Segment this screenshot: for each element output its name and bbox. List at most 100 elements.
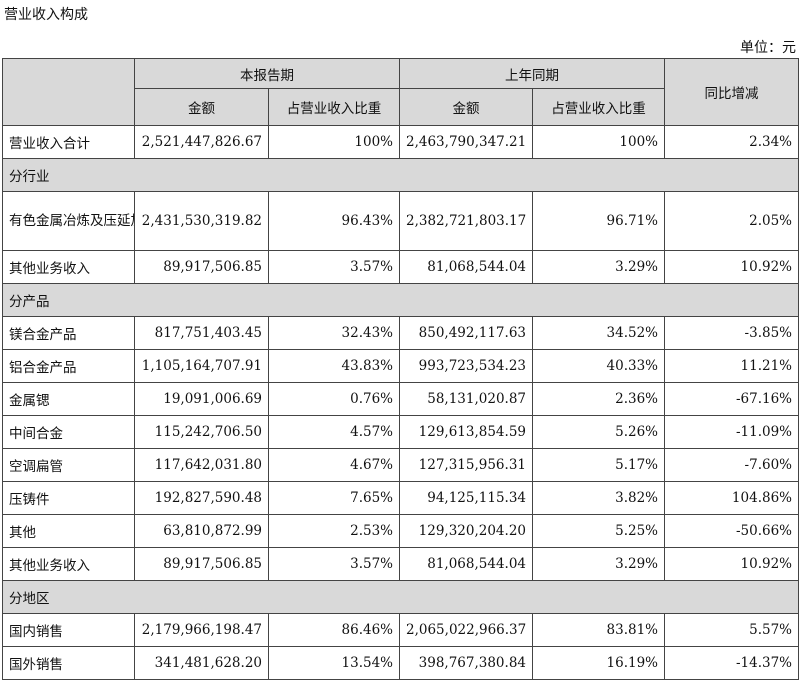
table-row: 空调扁管 117,642,031.80 4.67% 127,315,956.31… — [2, 448, 799, 482]
row-label: 镁合金产品 — [2, 316, 135, 350]
header-prior-period: 上年同期 — [399, 58, 665, 89]
prior-share: 40.33% — [532, 349, 665, 383]
row-label: 其他业务收入 — [2, 250, 135, 284]
header-prior-share: 占营业收入比重 — [532, 88, 665, 126]
prior-amount: 58,131,020.87 — [399, 382, 533, 416]
prior-share: 3.29% — [532, 250, 665, 284]
yoy-change: 2.34% — [664, 125, 799, 159]
prior-amount: 398,767,380.84 — [399, 646, 533, 680]
row-label: 压铸件 — [2, 481, 135, 515]
row-label: 空调扁管 — [2, 448, 135, 482]
yoy-change: 11.21% — [664, 349, 799, 383]
yoy-change: 104.86% — [664, 481, 799, 515]
table-row: 其他业务收入 89,917,506.85 3.57% 81,068,544.04… — [2, 547, 799, 581]
header-row-sub: 金额 占营业收入比重 金额 占营业收入比重 — [3, 88, 799, 126]
prior-amount: 94,125,115.34 — [399, 481, 533, 515]
current-share: 3.57% — [268, 250, 400, 284]
yoy-change: 10.92% — [664, 250, 799, 284]
prior-share: 83.81% — [532, 613, 665, 647]
current-share: 4.57% — [268, 415, 400, 449]
unit-label: 单位：元 — [740, 40, 796, 56]
current-share: 100% — [268, 125, 400, 159]
current-amount: 341,481,628.20 — [134, 646, 269, 680]
yoy-change: -3.85% — [664, 316, 799, 350]
yoy-change: 2.05% — [664, 191, 799, 251]
prior-amount: 2,382,721,803.17 — [399, 191, 533, 251]
table-row: 国外销售 341,481,628.20 13.54% 398,767,380.8… — [2, 646, 799, 680]
document-title: 营业收入构成 — [4, 7, 88, 23]
current-share: 3.57% — [268, 547, 400, 581]
yoy-change: 10.92% — [664, 547, 799, 581]
prior-share: 16.19% — [532, 646, 665, 680]
current-amount: 89,917,506.85 — [134, 547, 269, 581]
current-amount: 1,105,164,707.91 — [134, 349, 269, 383]
current-amount: 117,642,031.80 — [134, 448, 269, 482]
header-prior-amount: 金额 — [399, 88, 533, 126]
yoy-change: -67.16% — [664, 382, 799, 416]
total-row: 营业收入合计 2,521,447,826.67 100% 2,463,790,3… — [2, 125, 799, 159]
table-row: 压铸件 192,827,590.48 7.65% 94,125,115.34 3… — [2, 481, 799, 515]
prior-share: 96.71% — [532, 191, 665, 251]
prior-amount: 129,613,854.59 — [399, 415, 533, 449]
prior-amount: 2,463,790,347.21 — [399, 125, 533, 159]
yoy-change: -14.37% — [664, 646, 799, 680]
prior-amount: 2,065,022,966.37 — [399, 613, 533, 647]
current-share: 32.43% — [268, 316, 400, 350]
section-title: 分地区 — [2, 580, 799, 614]
current-amount: 19,091,006.69 — [134, 382, 269, 416]
table-row: 铝合金产品 1,105,164,707.91 43.83% 993,723,53… — [2, 349, 799, 383]
row-label: 金属锶 — [2, 382, 135, 416]
current-share: 7.65% — [268, 481, 400, 515]
prior-share: 34.52% — [532, 316, 665, 350]
current-amount: 115,242,706.50 — [134, 415, 269, 449]
prior-share: 3.29% — [532, 547, 665, 581]
prior-share: 2.36% — [532, 382, 665, 416]
current-amount: 817,751,403.45 — [134, 316, 269, 350]
prior-share: 3.82% — [532, 481, 665, 515]
row-label: 国内销售 — [2, 613, 135, 647]
row-label: 其他业务收入 — [2, 547, 135, 581]
prior-share: 5.26% — [532, 415, 665, 449]
section-row-region: 分地区 — [2, 580, 799, 614]
current-share: 4.67% — [268, 448, 400, 482]
current-amount: 2,179,966,198.47 — [134, 613, 269, 647]
yoy-change: -7.60% — [664, 448, 799, 482]
table-row: 金属锶 19,091,006.69 0.76% 58,131,020.87 2.… — [2, 382, 799, 416]
yoy-change: -50.66% — [664, 514, 799, 548]
header-row-top: 本报告期 上年同期 同比增减 — [2, 58, 799, 126]
header-current-amount: 金额 — [134, 88, 269, 126]
current-share: 0.76% — [268, 382, 400, 416]
prior-share: 100% — [532, 125, 665, 159]
yoy-change: -11.09% — [664, 415, 799, 449]
current-share: 13.54% — [268, 646, 400, 680]
header-blank-cell — [2, 58, 135, 126]
table-row: 中间合金 115,242,706.50 4.57% 129,613,854.59… — [2, 415, 799, 449]
prior-amount: 993,723,534.23 — [399, 349, 533, 383]
prior-share: 5.17% — [532, 448, 665, 482]
section-title: 分产品 — [2, 283, 799, 317]
row-label: 其他 — [2, 514, 135, 548]
row-label: 有色金属冶炼及压延加工 — [2, 191, 135, 251]
current-amount: 192,827,590.48 — [134, 481, 269, 515]
table-row: 有色金属冶炼及压延加工 2,431,530,319.82 96.43% 2,38… — [2, 191, 799, 251]
current-amount: 2,431,530,319.82 — [134, 191, 269, 251]
header-current-share: 占营业收入比重 — [268, 88, 400, 126]
prior-amount: 129,320,204.20 — [399, 514, 533, 548]
row-label: 中间合金 — [2, 415, 135, 449]
table-row: 其他业务收入 89,917,506.85 3.57% 81,068,544.04… — [2, 250, 799, 284]
prior-amount: 81,068,544.04 — [399, 250, 533, 284]
row-label: 营业收入合计 — [2, 125, 135, 159]
yoy-change: 5.57% — [664, 613, 799, 647]
section-row-industry: 分行业 — [2, 158, 799, 192]
row-label: 国外销售 — [2, 646, 135, 680]
prior-share: 5.25% — [532, 514, 665, 548]
prior-amount: 127,315,956.31 — [399, 448, 533, 482]
row-label: 铝合金产品 — [2, 349, 135, 383]
current-amount: 2,521,447,826.67 — [134, 125, 269, 159]
current-share: 2.53% — [268, 514, 400, 548]
header-current-period: 本报告期 — [134, 58, 400, 89]
current-share: 43.83% — [268, 349, 400, 383]
table-row: 镁合金产品 817,751,403.45 32.43% 850,492,117.… — [2, 316, 799, 350]
revenue-composition-table: 本报告期 上年同期 同比增减 金额 占营业收入比重 金额 占营业收入比重 营业收… — [2, 58, 799, 680]
current-amount: 89,917,506.85 — [134, 250, 269, 284]
